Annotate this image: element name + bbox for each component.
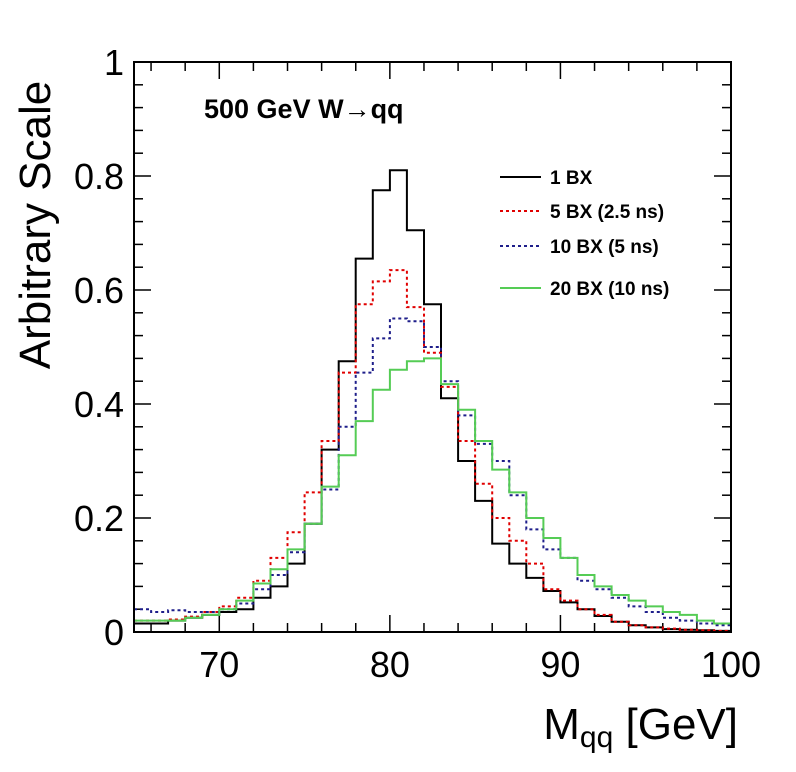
y-tick-label: 1 bbox=[104, 42, 124, 83]
axis-tick-labels: 70 80 90 100 0 0.2 0.4 0.6 0.8 1 bbox=[74, 42, 761, 685]
y-tick-label: 0.4 bbox=[74, 384, 124, 425]
legend-label-4: 20 BX (10 ns) bbox=[550, 279, 669, 300]
x-tick-label: 90 bbox=[540, 644, 580, 685]
arrow-icon: → bbox=[344, 94, 371, 124]
series-line-2 bbox=[134, 269, 731, 632]
y-tick-label: 0.8 bbox=[74, 156, 124, 197]
plot-frame bbox=[133, 61, 732, 633]
legend-label-3: 10 BX (5 ns) bbox=[550, 237, 659, 258]
legend: 1 BX 5 BX (2.5 ns) 10 BX (5 ns) 20 BX (10 n… bbox=[500, 168, 669, 300]
x-tick-label: 100 bbox=[701, 644, 761, 685]
y-tick-label: 0.6 bbox=[74, 270, 124, 311]
y-tick-label: 0 bbox=[104, 612, 124, 653]
x-tick-label: 80 bbox=[370, 644, 410, 685]
legend-label-2: 5 BX (2.5 ns) bbox=[550, 202, 664, 223]
y-tick-label: 0.2 bbox=[74, 498, 124, 539]
x-axis-title: Mqq [GeV] bbox=[543, 700, 738, 754]
plot-annotation: 500 GeV W→qq bbox=[204, 94, 404, 124]
histogram-series bbox=[134, 169, 731, 632]
series-line-4 bbox=[134, 357, 731, 625]
legend-label-1: 1 BX bbox=[550, 168, 593, 189]
series-line-1 bbox=[134, 169, 731, 632]
series-line-3 bbox=[134, 317, 731, 627]
x-tick-label: 70 bbox=[199, 644, 239, 685]
y-axis-title: Arbitrary Scale bbox=[11, 81, 60, 370]
